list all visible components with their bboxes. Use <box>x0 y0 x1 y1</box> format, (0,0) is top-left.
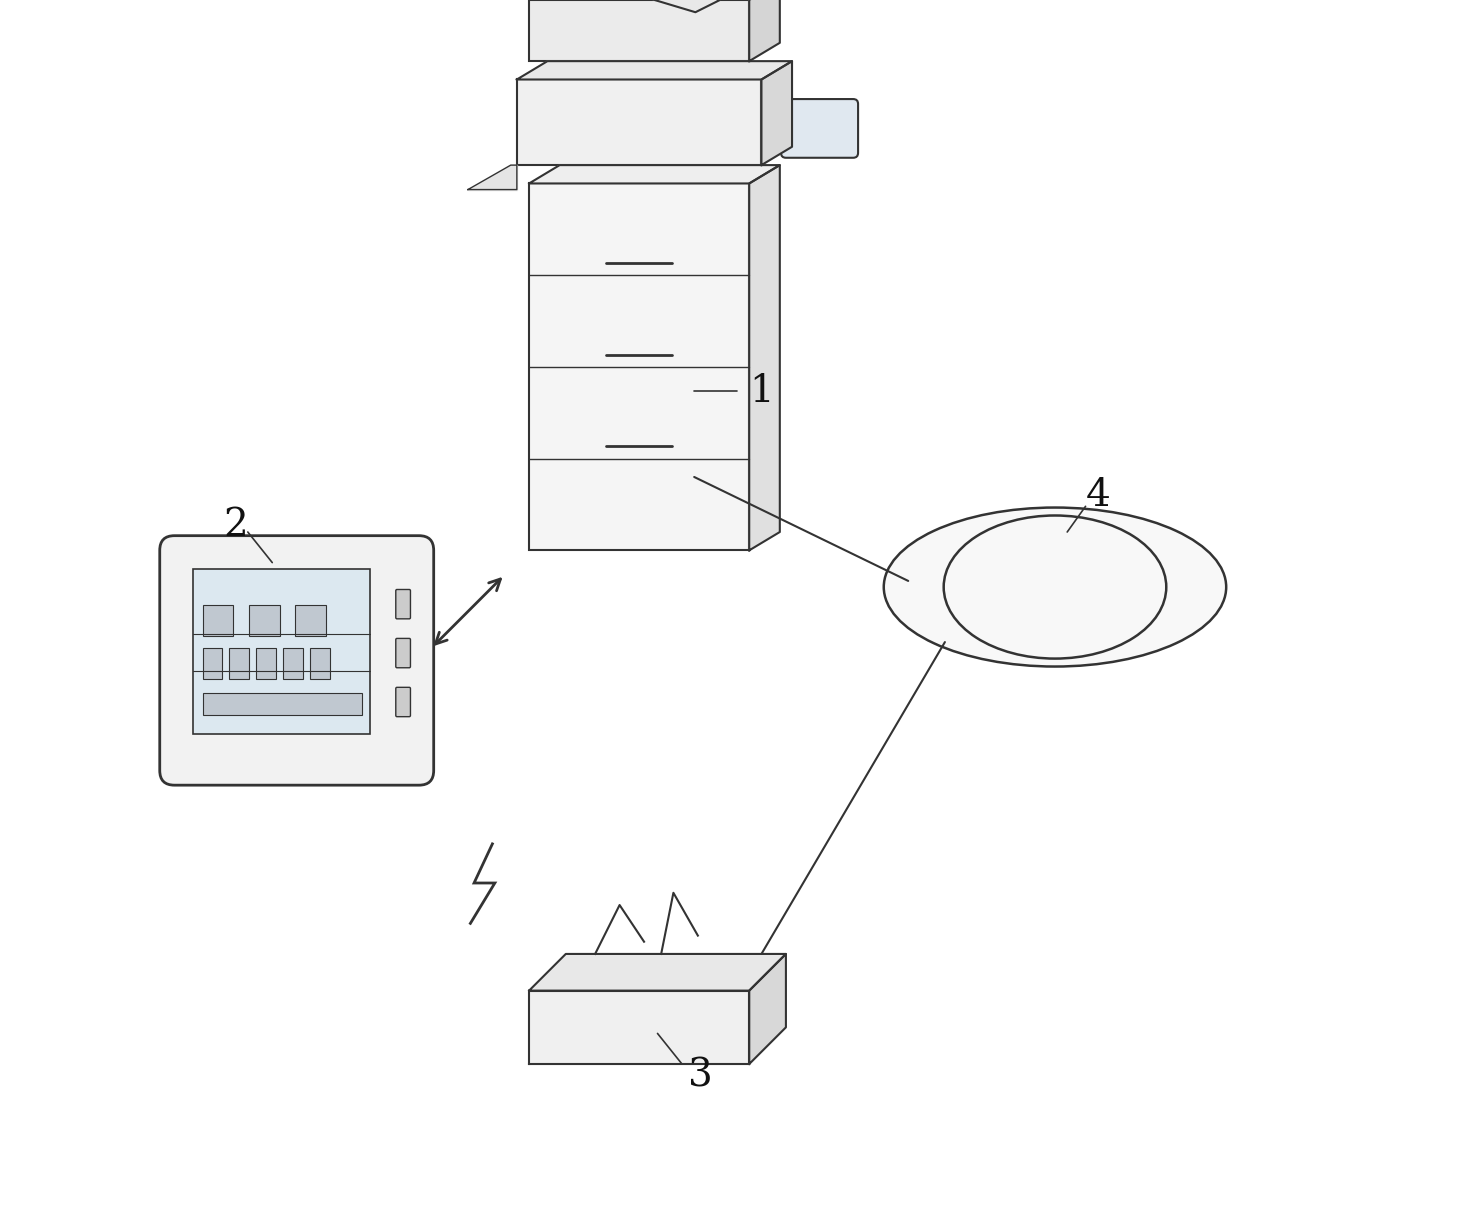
FancyBboxPatch shape <box>295 605 326 636</box>
FancyBboxPatch shape <box>202 693 361 715</box>
Polygon shape <box>529 165 780 183</box>
FancyBboxPatch shape <box>397 638 410 668</box>
FancyBboxPatch shape <box>256 648 276 679</box>
Polygon shape <box>749 954 786 1064</box>
Text: 1: 1 <box>749 373 774 410</box>
Text: 4: 4 <box>1085 477 1110 514</box>
FancyBboxPatch shape <box>529 0 749 61</box>
FancyBboxPatch shape <box>310 648 330 679</box>
FancyBboxPatch shape <box>283 648 302 679</box>
FancyBboxPatch shape <box>159 536 433 785</box>
Ellipse shape <box>884 508 1226 667</box>
FancyBboxPatch shape <box>230 648 249 679</box>
Polygon shape <box>749 165 780 550</box>
FancyBboxPatch shape <box>202 648 223 679</box>
Polygon shape <box>529 991 749 1064</box>
FancyBboxPatch shape <box>202 605 233 636</box>
FancyBboxPatch shape <box>517 79 762 165</box>
Text: 3: 3 <box>688 1058 713 1095</box>
FancyBboxPatch shape <box>529 183 749 550</box>
Polygon shape <box>467 165 517 190</box>
FancyBboxPatch shape <box>193 569 370 734</box>
Polygon shape <box>529 954 786 991</box>
Text: 2: 2 <box>223 508 248 544</box>
FancyBboxPatch shape <box>781 99 858 158</box>
Polygon shape <box>762 61 792 165</box>
FancyBboxPatch shape <box>397 589 410 619</box>
Polygon shape <box>517 61 792 79</box>
FancyBboxPatch shape <box>249 605 280 636</box>
FancyBboxPatch shape <box>397 687 410 717</box>
Polygon shape <box>749 0 780 61</box>
Polygon shape <box>573 0 719 12</box>
